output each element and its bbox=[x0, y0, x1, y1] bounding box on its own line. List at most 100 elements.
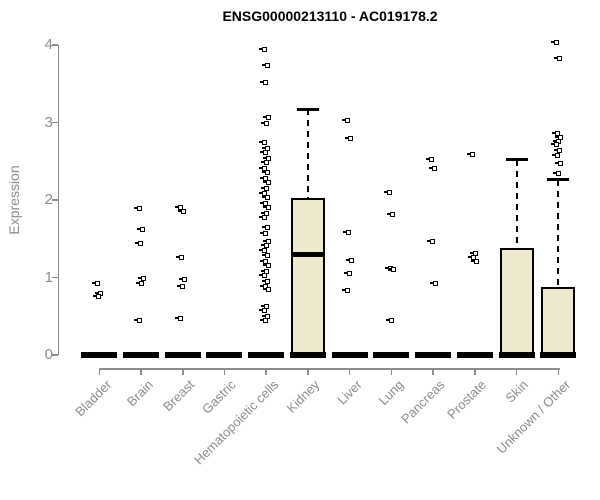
x-tick-label: Skin bbox=[502, 377, 532, 406]
data-point bbox=[259, 150, 268, 156]
zero-bar bbox=[81, 352, 118, 358]
x-axis-tick bbox=[140, 368, 142, 375]
data-point bbox=[261, 62, 270, 68]
x-axis-tick bbox=[432, 368, 434, 375]
x-axis-tick bbox=[223, 368, 226, 375]
data-point bbox=[134, 240, 143, 246]
chart-title: ENSG00000213110 - AC019178.2 bbox=[222, 8, 438, 24]
data-point bbox=[426, 238, 435, 244]
data-point bbox=[425, 157, 434, 163]
y-axis-tick bbox=[51, 121, 58, 124]
data-point bbox=[342, 117, 351, 123]
x-tick-label: Kidney bbox=[283, 377, 323, 416]
data-point bbox=[258, 140, 267, 146]
data-point bbox=[428, 165, 437, 171]
y-tick-label: 0 bbox=[44, 346, 53, 363]
x-axis-tick bbox=[98, 368, 101, 375]
data-point bbox=[179, 277, 188, 283]
data-point bbox=[259, 200, 268, 206]
x-axis-tick bbox=[307, 368, 309, 375]
data-point bbox=[551, 130, 560, 136]
x-tick-label: Prostate bbox=[444, 377, 490, 422]
y-tick-label: 4 bbox=[44, 36, 53, 53]
whisker-cap bbox=[505, 158, 528, 162]
whisker-cap bbox=[547, 178, 570, 182]
data-point bbox=[343, 230, 352, 236]
data-point bbox=[258, 247, 267, 253]
zero-bar bbox=[498, 352, 535, 358]
data-point bbox=[468, 254, 477, 260]
x-axis-tick bbox=[515, 368, 518, 375]
data-point bbox=[92, 294, 101, 300]
zero-bar bbox=[456, 352, 493, 358]
data-point bbox=[260, 303, 269, 309]
data-point bbox=[261, 145, 270, 151]
x-axis-line bbox=[99, 368, 560, 370]
data-point bbox=[133, 317, 142, 323]
zero-bar bbox=[331, 352, 368, 358]
data-point bbox=[258, 215, 267, 221]
whisker-line bbox=[515, 159, 518, 249]
data-point bbox=[345, 135, 354, 141]
data-point bbox=[260, 210, 269, 216]
box bbox=[541, 286, 576, 355]
data-point bbox=[552, 171, 561, 177]
data-point bbox=[262, 262, 271, 268]
data-point bbox=[467, 151, 476, 157]
data-point bbox=[262, 287, 271, 293]
data-point bbox=[135, 281, 144, 287]
x-tick-label: Bladder bbox=[71, 377, 114, 420]
data-point bbox=[258, 47, 267, 53]
x-tick-label: Lung bbox=[374, 377, 407, 409]
x-axis-tick bbox=[182, 368, 184, 375]
data-point bbox=[262, 205, 271, 211]
data-point bbox=[262, 115, 271, 121]
x-tick-label: Breast bbox=[160, 377, 198, 415]
median-line bbox=[290, 251, 325, 257]
whisker-line bbox=[306, 109, 309, 198]
zero-bar bbox=[164, 352, 201, 358]
data-point bbox=[133, 206, 142, 212]
data-point bbox=[176, 254, 185, 260]
data-point bbox=[261, 170, 270, 176]
data-point bbox=[429, 281, 438, 287]
x-axis-tick bbox=[557, 368, 560, 375]
whisker-line bbox=[557, 179, 560, 287]
data-point bbox=[260, 160, 269, 166]
data-point bbox=[259, 175, 268, 181]
box bbox=[290, 197, 325, 355]
data-point bbox=[177, 284, 186, 290]
data-point bbox=[259, 230, 268, 236]
data-point bbox=[262, 238, 271, 244]
y-axis-title: Expression bbox=[6, 165, 22, 235]
zero-bar bbox=[373, 352, 410, 358]
y-axis-tick bbox=[51, 354, 58, 356]
data-point bbox=[550, 40, 559, 46]
zero-bar bbox=[206, 352, 243, 358]
zero-bar bbox=[248, 352, 285, 358]
x-tick-label: Unknown / Other bbox=[493, 377, 573, 457]
x-axis-tick bbox=[474, 368, 476, 375]
data-point bbox=[260, 243, 269, 249]
data-point bbox=[386, 212, 395, 218]
y-axis-tick bbox=[51, 44, 58, 46]
y-tick-label: 1 bbox=[44, 268, 53, 286]
x-axis-tick bbox=[390, 368, 393, 375]
data-point bbox=[91, 281, 100, 287]
data-point bbox=[551, 152, 560, 158]
data-point bbox=[385, 318, 394, 324]
zero-bar bbox=[123, 352, 160, 358]
data-point bbox=[136, 226, 145, 232]
x-tick-label: Brain bbox=[123, 377, 156, 410]
y-tick-label: 2 bbox=[44, 191, 53, 208]
y-axis-tick bbox=[51, 199, 58, 201]
data-point bbox=[471, 258, 480, 264]
data-point bbox=[258, 165, 267, 171]
data-point bbox=[175, 316, 184, 322]
data-point bbox=[346, 257, 355, 263]
box bbox=[499, 248, 534, 355]
data-point bbox=[260, 268, 269, 274]
data-point bbox=[344, 271, 353, 277]
data-point bbox=[387, 267, 396, 273]
